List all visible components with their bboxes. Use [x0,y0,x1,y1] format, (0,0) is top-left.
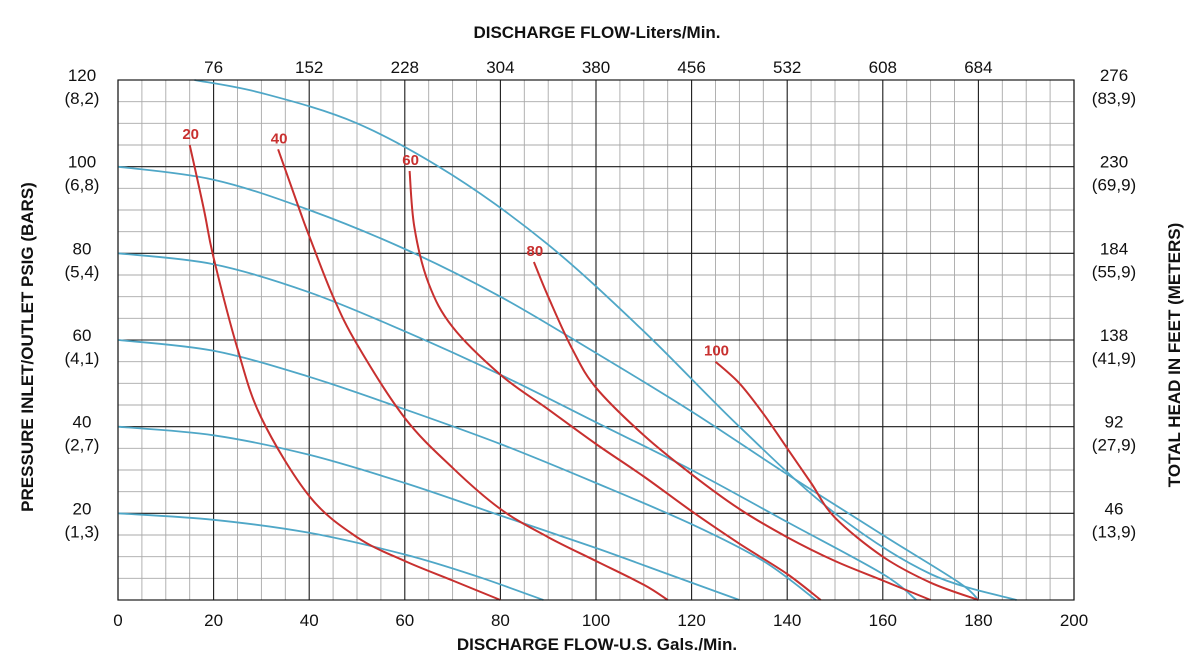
air-curve-label-80: 80 [527,243,544,260]
x-tick-label: 100 [582,611,610,630]
plot-frame [117,79,1075,601]
x2-tick-label: 532 [773,58,801,77]
x-tick-label: 0 [113,611,122,630]
top-axis-title: DISCHARGE FLOW-Liters/Min. [473,23,720,42]
x2-tick-label: 152 [295,58,323,77]
y2-tick-label: 138 [1100,326,1128,345]
x2-tick-label: 304 [486,58,514,77]
x2-tick-label: 608 [869,58,897,77]
y2-tick-sublabel: (13,9) [1092,522,1136,541]
inlet-pressure-curve-6 [194,79,1017,601]
x2-tick-label: 684 [964,58,992,77]
y2-tick-label: 46 [1105,499,1124,518]
air-curve-100 [714,360,979,601]
y-tick-sublabel: (1,3) [65,522,100,541]
y-tick-label: 60 [73,326,92,345]
y-tick-label: 120 [68,66,96,85]
air-curve-80 [532,261,931,601]
inlet-pressure-curve-3 [117,339,817,601]
x-tick-label: 140 [773,611,801,630]
air-curve-60 [408,170,822,601]
y2-tick-label: 276 [1100,66,1128,85]
y2-tick-label: 184 [1100,239,1128,258]
x-tick-label: 40 [300,611,319,630]
y-tick-sublabel: (5,4) [65,262,100,281]
y-tick-sublabel: (8,2) [65,89,100,108]
x-tick-label: 160 [869,611,897,630]
y-tick-label: 100 [68,153,96,172]
x-tick-label: 120 [677,611,705,630]
air-consumption-curves: 20 40 60 80 100 [182,126,979,601]
y2-tick-label: 92 [1105,413,1124,432]
air-curve-40 [277,148,669,601]
y-tick-sublabel: (6,8) [65,176,100,195]
tick-labels: 0 20 40 60 80 100 120 140 160 180 200 76 152 228 304 38… [65,58,1137,630]
x2-tick-label: 228 [391,58,419,77]
y-tick-label: 80 [73,239,92,258]
x2-tick-label: 76 [204,58,223,77]
x2-tick-label: 380 [582,58,610,77]
y2-tick-label: 230 [1100,153,1128,172]
inlet-pressure-curve-5 [117,165,980,601]
y2-tick-sublabel: (27,9) [1092,436,1136,455]
right-axis-title: TOTAL HEAD IN FEET (METERS) [1165,223,1184,487]
inlet-pressure-curves [117,79,1017,601]
x2-tick-label: 456 [677,58,705,77]
y2-tick-sublabel: (41,9) [1092,349,1136,368]
y2-tick-sublabel: (83,9) [1092,89,1136,108]
y-tick-sublabel: (4,1) [65,349,100,368]
y-tick-label: 20 [73,499,92,518]
air-curve-label-100: 100 [704,343,729,360]
bottom-axis-title: DISCHARGE FLOW-U.S. Gals./Min. [457,635,737,654]
x-tick-label: 180 [964,611,992,630]
y-tick-sublabel: (2,7) [65,436,100,455]
air-curve-20 [188,144,501,601]
air-curve-label-40: 40 [271,130,288,147]
left-axis-title: PRESSURE INLET/OUTLET PSIG (BARS) [18,182,37,512]
air-curve-label-60: 60 [402,152,419,169]
x-tick-label: 20 [204,611,223,630]
x-tick-label: 80 [491,611,510,630]
air-curve-label-20: 20 [182,126,199,143]
y2-tick-sublabel: (55,9) [1092,262,1136,281]
y-tick-label: 40 [73,413,92,432]
inlet-pressure-curve-2 [117,425,740,601]
inlet-pressure-curve-4 [117,252,917,601]
inlet-pressure-curve-1 [117,512,544,601]
x-tick-label: 200 [1060,611,1088,630]
x-tick-label: 60 [395,611,414,630]
y2-tick-sublabel: (69,9) [1092,176,1136,195]
